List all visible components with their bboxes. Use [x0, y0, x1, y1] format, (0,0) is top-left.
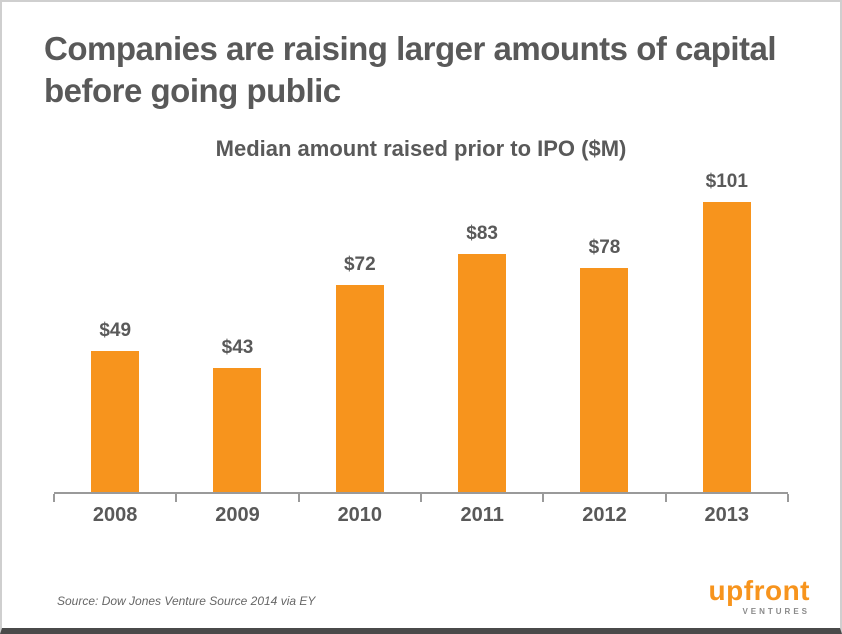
bar-column: $78	[543, 237, 665, 493]
x-axis-label: 2009	[215, 504, 260, 527]
x-axis-label: 2010	[337, 504, 383, 527]
bar-value-label: $72	[343, 254, 376, 276]
x-axis-label: 2011	[460, 504, 504, 527]
bar-value-label: $78	[588, 237, 621, 259]
source-note: Source: Dow Jones Venture Source 2014 vi…	[57, 594, 316, 608]
bar-value-label: $43	[221, 337, 254, 359]
x-axis-label: 2012	[582, 504, 627, 527]
bar-value-label: $83	[466, 223, 498, 245]
x-axis-labels: 2008 2009 2010 2011 2012 2013	[54, 504, 788, 527]
bar	[213, 368, 262, 493]
axis-tick	[664, 494, 667, 503]
bar-column: $101	[666, 171, 788, 493]
bar-value-label: $49	[99, 320, 132, 342]
x-axis-ticks	[53, 494, 789, 503]
bar-chart: $49 $43 $72 $83 $78 $101 2008 2009 2010 2011 2012…	[53, 171, 789, 527]
logo-tagline: VENTURES	[742, 607, 810, 616]
axis-tick	[297, 494, 300, 503]
axis-tick	[53, 494, 55, 503]
x-axis-label: 2013	[704, 504, 750, 527]
logo-wordmark: upfront	[708, 575, 810, 606]
bar-column: $72	[299, 254, 421, 493]
axis-tick	[542, 494, 545, 503]
axis-tick	[420, 494, 422, 503]
upfront-ventures-logo: upfront VENTURES	[708, 575, 810, 617]
bar-column: $43	[176, 337, 298, 493]
bar	[91, 351, 140, 493]
bar-column: $83	[421, 223, 543, 493]
bar	[335, 285, 384, 493]
bar	[458, 254, 507, 493]
chart-title: Median amount raised prior to IPO ($M)	[215, 136, 627, 162]
x-axis-label: 2008	[92, 504, 138, 527]
slide-title: Companies are raising larger amounts of …	[44, 30, 777, 110]
bar	[580, 268, 629, 493]
bar	[702, 202, 751, 493]
axis-tick	[787, 494, 789, 503]
axis-tick	[175, 494, 178, 503]
plot-area: $49 $43 $72 $83 $78 $101	[54, 171, 788, 495]
bar-column: $49	[54, 320, 176, 493]
bar-value-label: $101	[705, 171, 748, 193]
